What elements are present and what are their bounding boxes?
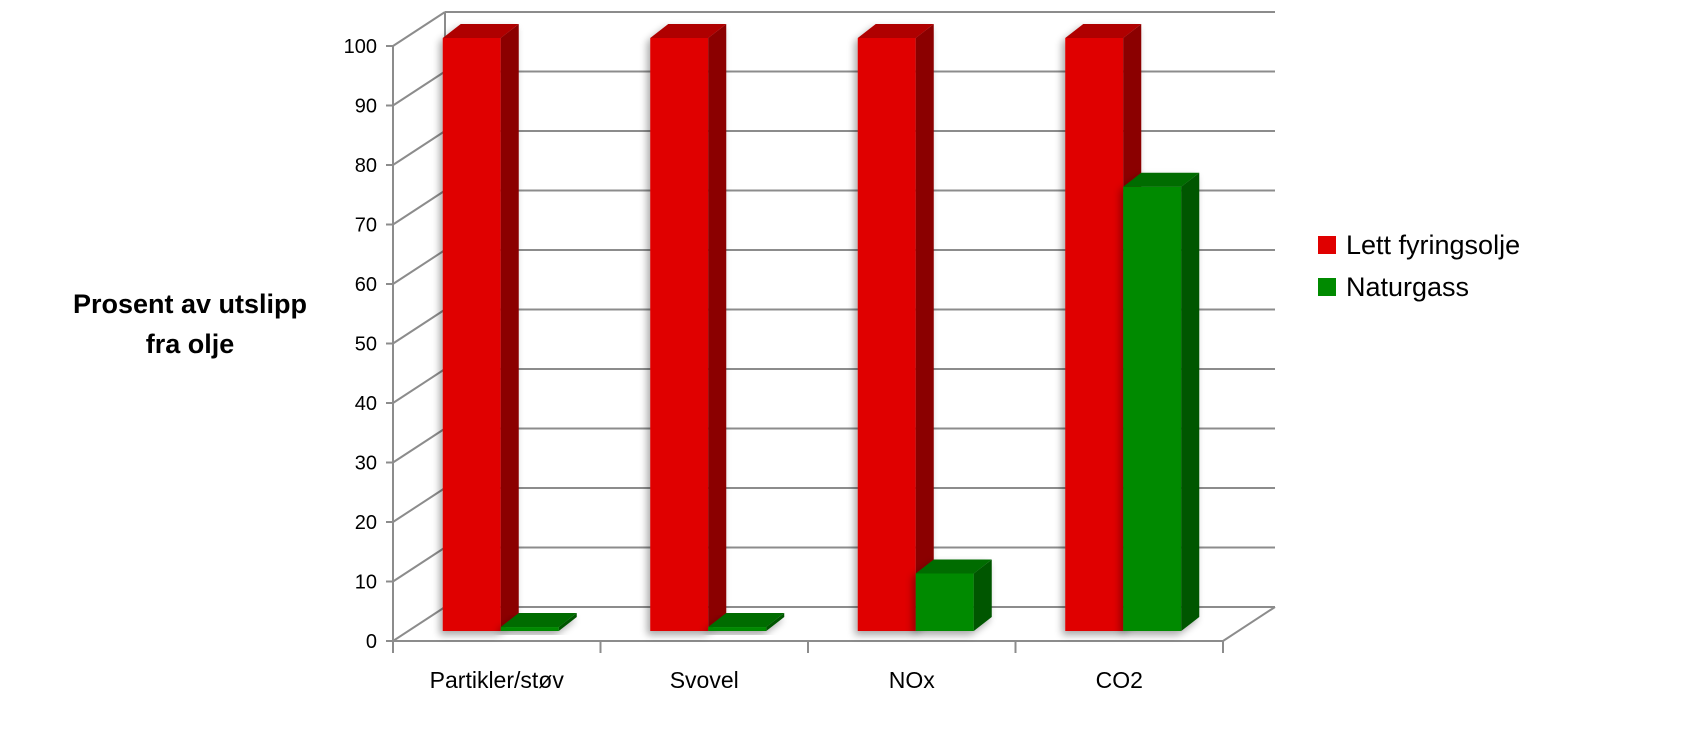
legend-item: Naturgass xyxy=(1318,272,1469,302)
bar-side xyxy=(500,24,519,631)
x-tick-label: CO2 xyxy=(1096,667,1143,693)
bars xyxy=(442,24,1200,631)
bar-top xyxy=(650,24,727,38)
gridline-diagonal xyxy=(392,368,446,404)
bar-gas xyxy=(915,559,992,631)
bar-front xyxy=(708,627,767,631)
bar-side xyxy=(973,559,992,631)
bar-side xyxy=(915,24,934,631)
gridline-diagonal xyxy=(392,11,446,47)
legend-label: Naturgass xyxy=(1346,272,1469,302)
gridline-diagonal xyxy=(392,546,446,583)
legend-swatch xyxy=(1318,278,1336,296)
gridline-diagonal xyxy=(392,487,446,523)
bar-front xyxy=(500,627,559,631)
x-tick-label: NOx xyxy=(889,667,936,693)
bar-top xyxy=(442,24,519,38)
gridline-diagonal xyxy=(392,308,446,345)
bar-top xyxy=(1123,172,1200,187)
y-tick-label: 0 xyxy=(366,631,377,653)
y-tick-label: 30 xyxy=(355,453,377,475)
legend-label: Lett fyringsolje xyxy=(1346,230,1520,260)
legend-swatch xyxy=(1318,236,1336,254)
y-axis-title: Prosent av utslipp fra olje xyxy=(72,289,308,359)
y-tick-label: 70 xyxy=(355,215,377,237)
bar-side xyxy=(766,613,785,631)
y-tick-label: 90 xyxy=(355,96,377,118)
y-tick-label: 80 xyxy=(355,155,377,177)
bar-front xyxy=(915,573,974,631)
bar-front xyxy=(442,38,501,631)
bar-front xyxy=(857,38,916,631)
y-axis: 0 10 20 30 40 50 60 70 80 90 100 xyxy=(344,36,393,653)
bar-top xyxy=(915,559,992,574)
floor-right-edge xyxy=(1222,606,1276,642)
bar-gas xyxy=(500,613,577,631)
bar-oil xyxy=(857,24,934,631)
bar-front xyxy=(1065,38,1124,631)
bar-top xyxy=(500,613,577,628)
legend-item: Lett fyringsolje xyxy=(1318,230,1520,260)
bar-gas xyxy=(708,613,785,631)
gridline-diagonal xyxy=(392,249,446,285)
bar-top xyxy=(857,24,934,38)
y-tick-label: 40 xyxy=(355,393,377,415)
gridline-diagonal xyxy=(392,70,446,107)
gridline-diagonal xyxy=(392,606,446,642)
bar-gas xyxy=(1123,172,1200,631)
bar-front xyxy=(1123,186,1182,631)
bar-side xyxy=(558,613,577,631)
y-tick-label: 50 xyxy=(355,334,377,356)
x-tick-label: Partikler/støv xyxy=(430,667,565,693)
y-tick-label: 60 xyxy=(355,274,377,296)
gridline-diagonal xyxy=(392,189,446,226)
bar-front xyxy=(650,38,709,631)
gridline-diagonal xyxy=(392,130,446,166)
y-tick-label: 10 xyxy=(355,572,377,594)
bar-oil xyxy=(442,24,519,631)
legend: Lett fyringsolje Naturgass xyxy=(1318,230,1520,302)
bar-side xyxy=(1181,172,1200,631)
gridline-diagonal xyxy=(392,427,446,464)
y-tick-label: 100 xyxy=(344,36,377,58)
bar-top xyxy=(1065,24,1142,38)
x-axis: Partikler/støv Svovel NOx CO2 xyxy=(392,641,1224,693)
bar-oil xyxy=(650,24,727,631)
x-tick-label: Svovel xyxy=(670,667,739,693)
bar-side xyxy=(708,24,727,631)
y-tick-label: 20 xyxy=(355,512,377,534)
bar-top xyxy=(708,613,785,628)
